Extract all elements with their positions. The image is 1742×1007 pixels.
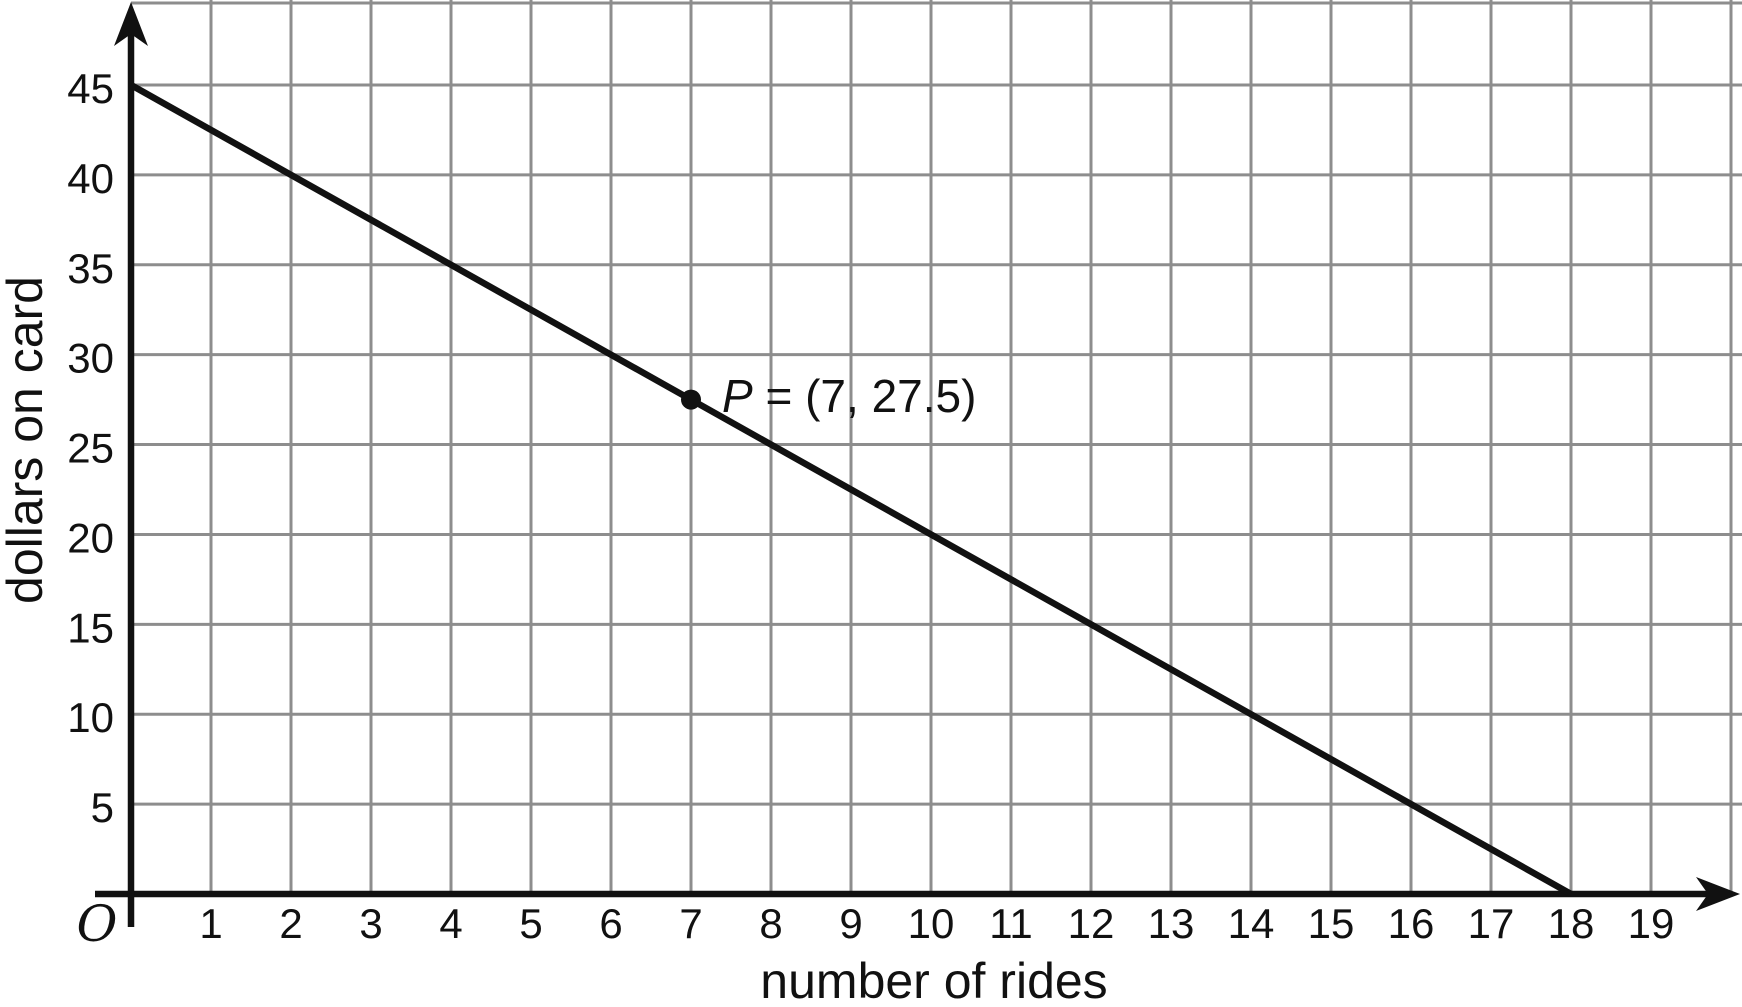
- x-tick-label: 8: [759, 900, 782, 947]
- x-tick-label: 18: [1548, 900, 1595, 947]
- y-axis-arrowhead: [114, 2, 148, 46]
- x-tick-label: 10: [908, 900, 955, 947]
- gridlines: [131, 0, 1742, 894]
- origin-label: O: [77, 895, 118, 953]
- x-tick-label: 11: [989, 900, 1033, 947]
- x-axis-title: number of rides: [760, 953, 1107, 1007]
- y-tick-label: 20: [67, 514, 114, 561]
- x-tick-label: 13: [1148, 900, 1195, 947]
- y-tick-label: 35: [67, 245, 114, 292]
- y-tick-label: 30: [67, 335, 114, 382]
- point-p-label: P = (7, 27.5): [722, 370, 976, 422]
- x-tick-label: 15: [1308, 900, 1355, 947]
- x-tick-label: 2: [279, 900, 302, 947]
- x-tick-label: 4: [439, 900, 462, 947]
- x-axis-arrowhead: [1696, 877, 1740, 911]
- point-p-coordinates: = (7, 27.5): [753, 370, 977, 422]
- data-series: [129, 82, 1573, 897]
- y-tick-label: 10: [67, 694, 114, 741]
- axes: [95, 2, 1740, 927]
- x-tick-label: 14: [1228, 900, 1275, 947]
- x-tick-label: 3: [359, 900, 382, 947]
- point-p-name: P: [722, 370, 753, 422]
- x-tick-label: 5: [519, 900, 542, 947]
- y-axis-title: dollars on card: [0, 276, 53, 604]
- x-tick-label: 6: [599, 900, 622, 947]
- x-tick-label: 17: [1468, 900, 1515, 947]
- y-tick-label: 25: [67, 425, 114, 472]
- x-tick-label: 19: [1628, 900, 1675, 947]
- data-line: [129, 82, 1573, 897]
- y-tick-label: 40: [67, 155, 114, 202]
- point-p: [681, 389, 701, 410]
- x-tick-label: 16: [1388, 900, 1435, 947]
- tick-labels: 1 2 3 4 5 6 7 8 9 10 11 12 13 14 15 16 17 18 1951015202530…: [67, 65, 1674, 947]
- y-tick-label: 15: [67, 604, 114, 651]
- y-tick-label: 5: [91, 784, 114, 831]
- x-tick-label: 12: [1068, 900, 1115, 947]
- x-tick-label: 7: [679, 900, 702, 947]
- x-tick-label: 1: [199, 900, 222, 947]
- x-tick-label: 9: [839, 900, 862, 947]
- y-tick-label: 45: [67, 65, 114, 112]
